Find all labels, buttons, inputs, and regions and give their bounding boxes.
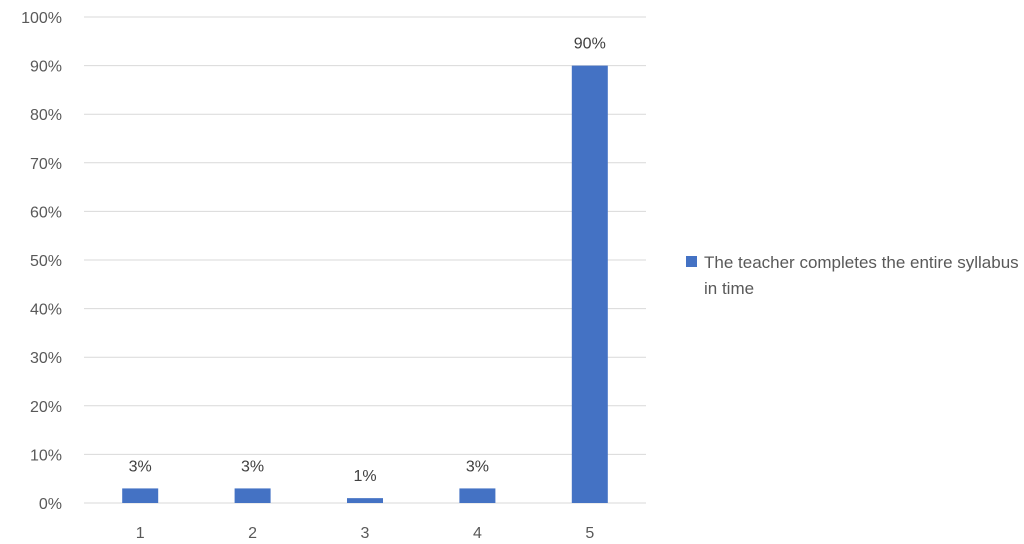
y-tick-label: 70% <box>30 156 62 173</box>
y-tick-label: 80% <box>30 107 62 124</box>
bar <box>459 488 496 503</box>
bar <box>122 488 159 503</box>
bar <box>347 498 383 503</box>
y-tick-label: 50% <box>30 253 62 270</box>
data-label: 3% <box>129 458 152 475</box>
legend-swatch <box>686 256 697 267</box>
y-tick-label: 30% <box>30 350 62 367</box>
y-tick-label: 20% <box>30 399 62 416</box>
x-tick-label: 1 <box>136 525 145 542</box>
legend-label: The teacher completes the entire syllabu… <box>704 253 1019 298</box>
y-tick-label: 10% <box>30 447 62 464</box>
bars <box>122 65 608 503</box>
y-tick-label: 40% <box>30 302 62 319</box>
bar <box>571 65 608 503</box>
x-tick-label: 4 <box>473 525 482 542</box>
x-tick-label: 5 <box>585 525 594 542</box>
legend: The teacher completes the entire syllabu… <box>686 250 1024 302</box>
y-tick-label: 90% <box>30 59 62 76</box>
data-label: 1% <box>353 468 376 485</box>
x-axis-ticks: 1 2 3 4 5 <box>136 525 595 542</box>
y-tick-label: 100% <box>21 10 62 27</box>
y-tick-label: 60% <box>30 204 62 221</box>
x-tick-label: 2 <box>248 525 257 542</box>
y-axis-ticks: 0% 10% 20% 30% 40% 50% 60% 70% 80% 90% 100% <box>21 10 62 513</box>
data-label: 3% <box>241 458 264 475</box>
data-labels: 3% 3% 1% 3% 90% <box>129 36 606 486</box>
data-label: 3% <box>466 458 489 475</box>
y-tick-label: 0% <box>39 496 62 513</box>
data-label: 90% <box>574 36 606 53</box>
x-tick-label: 3 <box>361 525 370 542</box>
bar <box>234 488 271 503</box>
gridlines <box>84 16 646 504</box>
